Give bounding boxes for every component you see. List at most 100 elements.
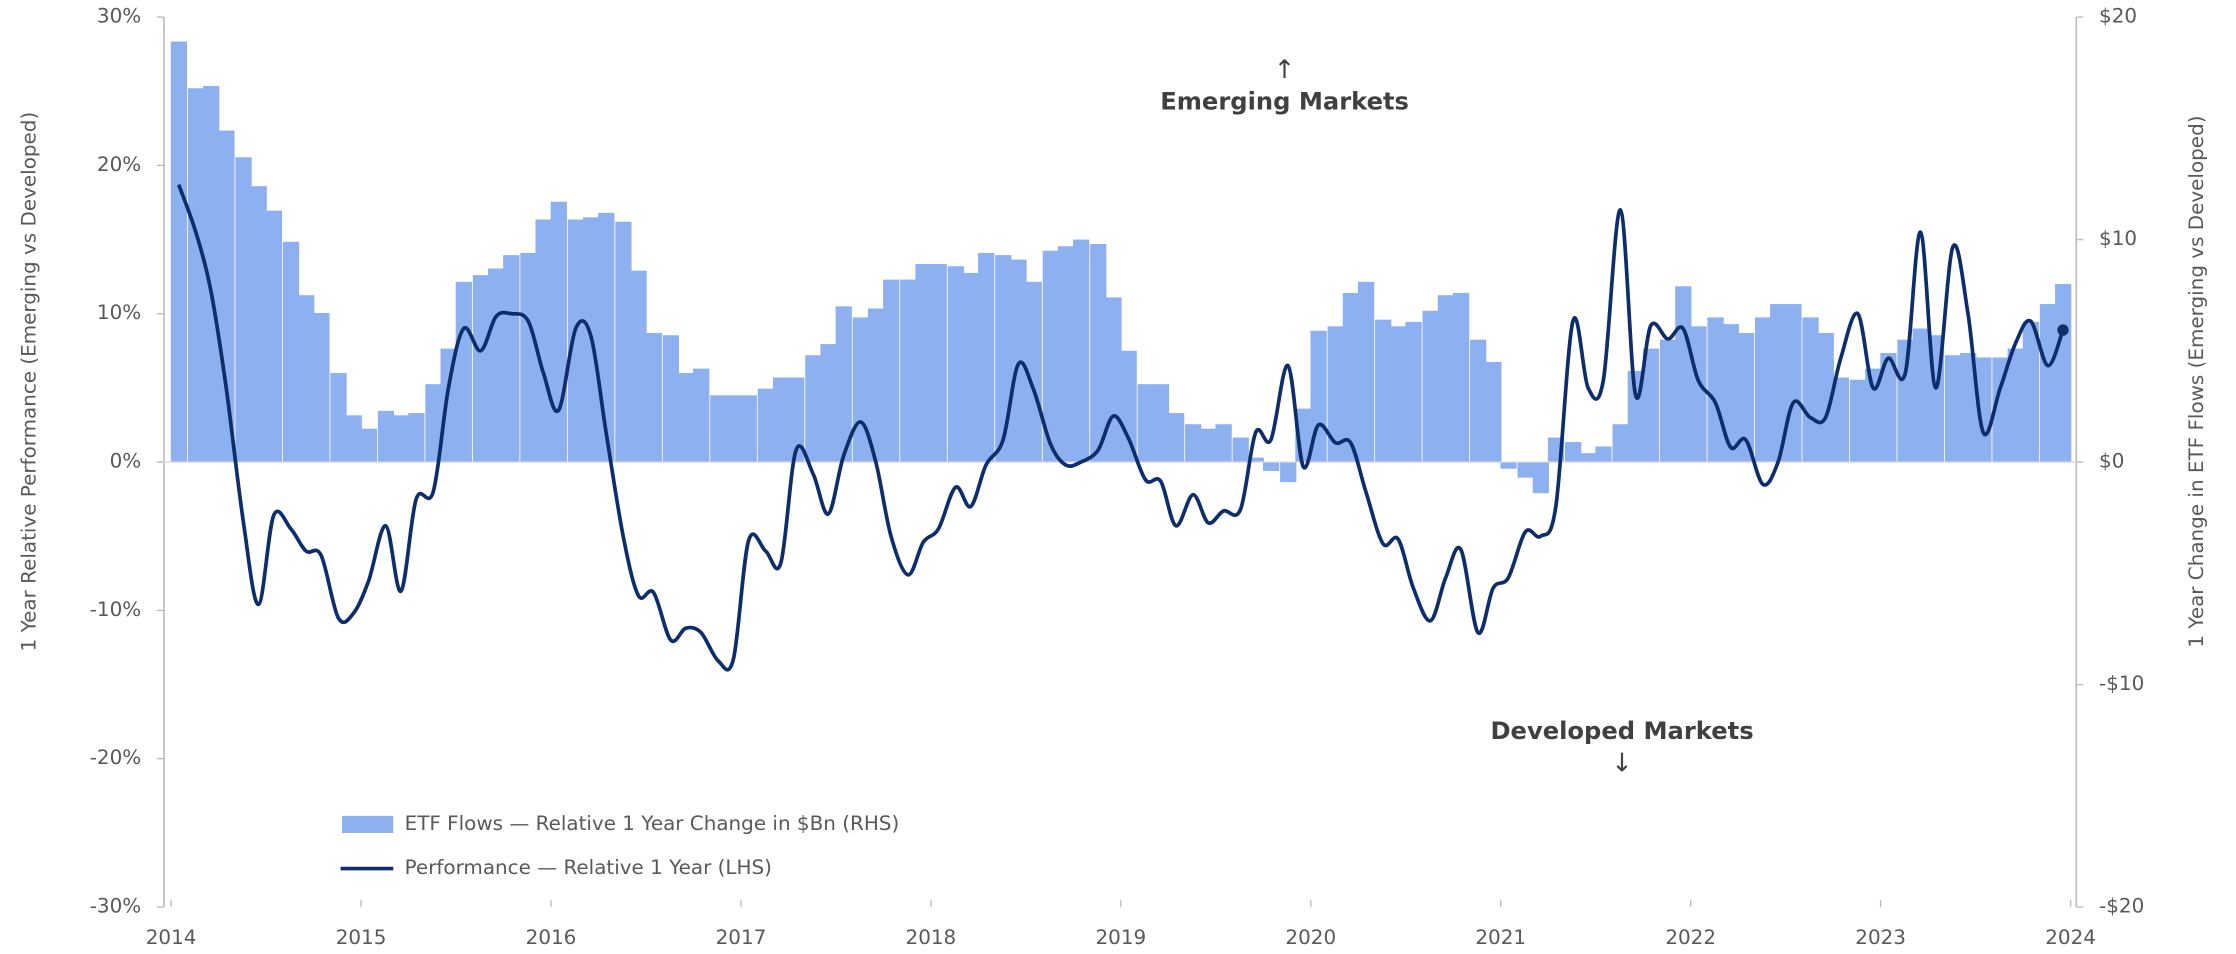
bar — [1057, 246, 1075, 463]
bar — [472, 275, 490, 463]
bar — [250, 186, 267, 463]
end-dot — [2057, 324, 2069, 336]
bar — [1215, 424, 1232, 463]
bar — [1327, 326, 1344, 463]
bar — [995, 255, 1012, 463]
bar — [2007, 348, 2024, 463]
x-tick-label: 2017 — [716, 926, 767, 949]
bar — [1390, 326, 1407, 463]
bar — [1722, 324, 1739, 463]
bar — [615, 221, 632, 463]
bar — [1737, 333, 1755, 463]
bar — [377, 410, 395, 463]
bar — [408, 413, 425, 463]
bar — [1485, 361, 1502, 463]
bar — [535, 219, 552, 463]
bar — [1105, 297, 1122, 463]
bar — [962, 272, 980, 463]
bar — [1675, 286, 1692, 463]
bar — [488, 268, 505, 463]
bar — [1897, 339, 1914, 463]
y-tick-label: 30% — [97, 5, 141, 28]
y-tick-label: -30% — [90, 895, 141, 918]
bar — [1659, 339, 1677, 463]
bar — [740, 395, 757, 463]
bar — [567, 219, 585, 463]
annotation: ↓ — [1611, 749, 1632, 779]
x-tick-label: 2016 — [526, 926, 577, 949]
bar — [2039, 304, 2057, 463]
bar — [1580, 453, 1597, 463]
x-tick-label: 2024 — [2045, 926, 2096, 949]
bar — [835, 306, 852, 463]
bar — [930, 264, 947, 463]
bar — [1770, 304, 1787, 463]
bar — [788, 377, 805, 463]
bar — [1422, 310, 1439, 463]
x-tick-label: 2022 — [1665, 926, 1716, 949]
y2-axis-label: 1 Year Change in ETF Flows (Emerging vs … — [2185, 115, 2208, 647]
bar — [772, 377, 790, 463]
bar — [677, 373, 695, 463]
annotation: Emerging Markets — [1160, 88, 1409, 116]
bar — [757, 388, 774, 463]
bar — [298, 295, 315, 463]
bar — [1247, 457, 1265, 463]
bar — [2022, 321, 2040, 463]
bar — [1375, 319, 1392, 463]
bar — [947, 266, 964, 463]
y2-tick-label: $10 — [2099, 227, 2137, 250]
bar — [645, 333, 662, 463]
bar — [1880, 353, 1897, 463]
x-tick-label: 2021 — [1475, 926, 1526, 949]
bar — [520, 252, 537, 463]
annotation: ↑ — [1274, 55, 1295, 85]
bar — [1992, 357, 2009, 463]
bar — [235, 157, 252, 463]
bar — [900, 279, 917, 463]
bar — [1612, 424, 1629, 463]
x-tick-label: 2018 — [906, 926, 957, 949]
bar — [1960, 353, 1977, 463]
bar — [978, 252, 995, 463]
x-tick-label: 2014 — [146, 926, 197, 949]
bar — [630, 270, 647, 463]
bar — [1517, 462, 1534, 478]
annotation: Developed Markets — [1490, 717, 1753, 745]
y-tick-label: 0% — [110, 450, 142, 473]
bar — [867, 308, 885, 463]
x-tick-label: 2023 — [1855, 926, 1906, 949]
bar — [1532, 462, 1549, 494]
bar — [1042, 250, 1059, 463]
bar — [1152, 384, 1170, 463]
bar — [1137, 384, 1154, 463]
bar — [313, 312, 330, 463]
bar — [1944, 355, 1962, 463]
bar — [1690, 326, 1707, 463]
bar — [1357, 281, 1375, 463]
legend-label: ETF Flows — Relative 1 Year Change in $B… — [405, 812, 900, 835]
bar — [1342, 292, 1360, 463]
bar — [1595, 446, 1612, 463]
bar — [360, 428, 378, 463]
x-tick-label: 2015 — [336, 926, 387, 949]
bar — [1565, 442, 1582, 463]
bar — [282, 241, 300, 463]
bar — [1452, 292, 1470, 463]
bar — [1073, 239, 1090, 463]
bar — [265, 210, 283, 463]
bar — [1405, 321, 1422, 463]
bar — [805, 355, 822, 463]
bar — [1832, 377, 1850, 463]
bar — [1280, 462, 1297, 483]
y2-tick-label: $0 — [2099, 450, 2124, 473]
bar — [203, 86, 220, 463]
bar — [170, 41, 188, 463]
y-tick-label: -10% — [90, 598, 141, 621]
y2-tick-label: -$10 — [2099, 672, 2144, 695]
bar — [1262, 462, 1280, 471]
bar — [440, 348, 457, 463]
bar — [425, 384, 442, 463]
